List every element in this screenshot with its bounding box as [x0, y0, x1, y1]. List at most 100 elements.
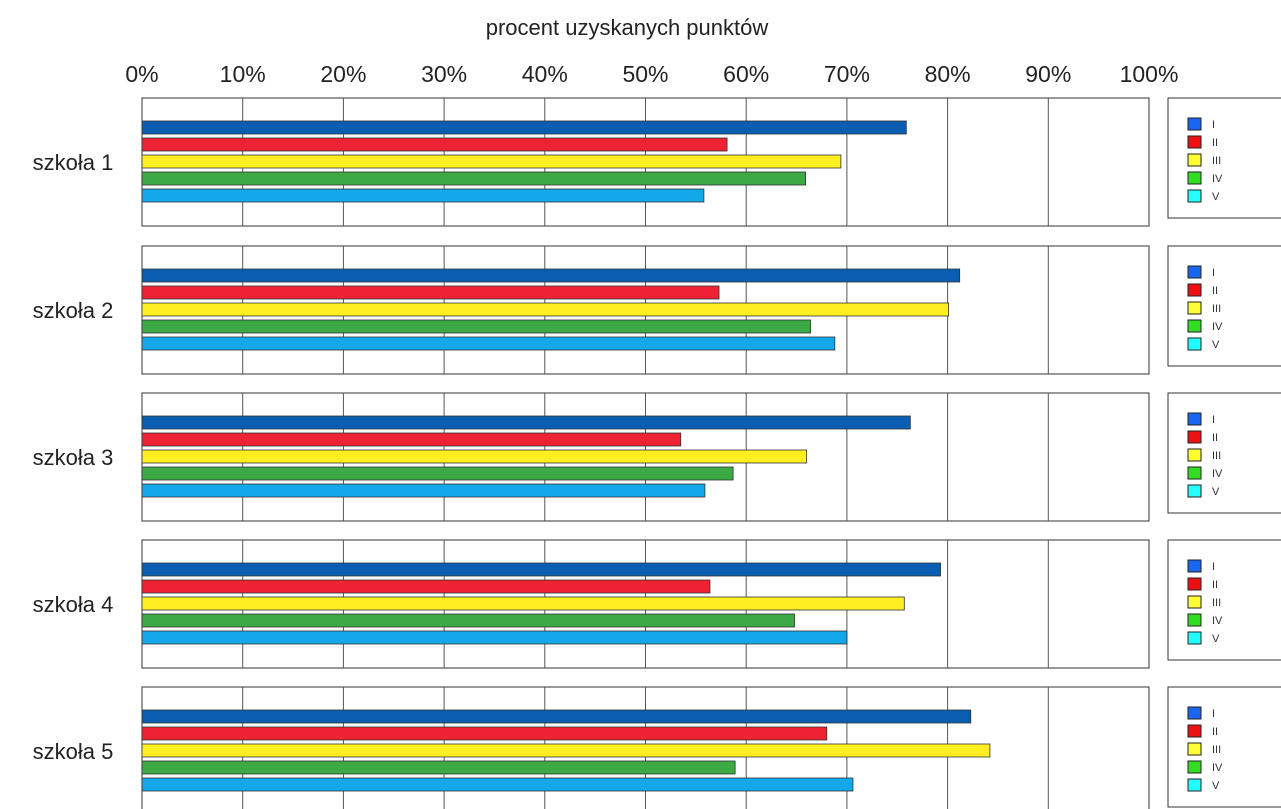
bar: [141, 171, 807, 186]
legend-frame: [1167, 392, 1281, 514]
bar: [141, 449, 808, 464]
bar: [141, 709, 972, 724]
category-label: szkoła 5: [33, 739, 114, 764]
legend-swatch: [1187, 337, 1202, 351]
legend-swatch: [1187, 301, 1202, 315]
legend-entry: I: [1212, 708, 1215, 720]
bar: [141, 188, 705, 203]
legend-swatch: [1187, 760, 1202, 774]
legend-entry: III: [1212, 303, 1221, 315]
x-tick-label: 0%: [125, 61, 158, 87]
legend-swatch: [1187, 466, 1202, 480]
category-label: szkoła 3: [33, 445, 114, 470]
legend-swatch: [1187, 283, 1202, 297]
legend-frame: [1167, 97, 1281, 219]
legend-frame: [1167, 539, 1281, 661]
legend-entry: II: [1212, 579, 1218, 591]
legend-entry: III: [1212, 597, 1221, 609]
legend-entry: IV: [1212, 321, 1223, 333]
legend-entry: I: [1212, 561, 1215, 573]
legend-swatch: [1187, 189, 1202, 203]
legend-entry: IV: [1212, 615, 1223, 627]
bar: [141, 630, 848, 645]
bar: [141, 137, 728, 152]
legend-entry: III: [1212, 744, 1221, 756]
bar: [141, 777, 854, 792]
legend-swatch: [1187, 171, 1202, 185]
legend-swatch: [1187, 613, 1202, 627]
legend-entry: II: [1212, 285, 1218, 297]
legend-entry: I: [1212, 414, 1215, 426]
bar: [141, 483, 706, 498]
legend-swatch: [1187, 724, 1202, 738]
legend-frame: [1167, 686, 1281, 808]
legend-entry: IV: [1212, 762, 1223, 774]
legend-swatch: [1187, 135, 1202, 149]
legend-frame: [1167, 245, 1281, 367]
x-tick-label: 50%: [622, 61, 668, 87]
legend-swatch: [1187, 595, 1202, 609]
legend-entry: V: [1212, 339, 1220, 351]
legend-entry: IV: [1212, 173, 1223, 185]
x-tick-label: 20%: [320, 61, 366, 87]
bar: [141, 760, 736, 775]
legend-swatch: [1187, 742, 1202, 756]
legend-swatch: [1187, 117, 1202, 131]
bar: [141, 562, 941, 577]
bar: [141, 726, 828, 741]
bar: [141, 596, 905, 611]
x-tick-label: 70%: [824, 61, 870, 87]
legend-swatch: [1187, 484, 1202, 498]
bar: [141, 120, 907, 135]
x-tick-label: 30%: [421, 61, 467, 87]
legend-swatch: [1187, 265, 1202, 279]
bar: [141, 302, 950, 317]
legend-entry: III: [1212, 450, 1221, 462]
legend-entry: I: [1212, 119, 1215, 131]
legend-entry: V: [1212, 191, 1220, 203]
legend-swatch: [1187, 153, 1202, 167]
legend-swatch: [1187, 448, 1202, 462]
x-axis-label: procent uzyskanych punktów: [486, 15, 769, 40]
bar: [141, 336, 836, 351]
category-label: szkoła 2: [33, 298, 114, 323]
x-tick-label: 80%: [925, 61, 971, 87]
legend-swatch: [1187, 577, 1202, 591]
legend-swatch: [1187, 631, 1202, 645]
legend-swatch: [1187, 706, 1202, 720]
bar: [141, 319, 812, 334]
category-label: szkoła 4: [33, 592, 114, 617]
legend-entry: I: [1212, 267, 1215, 279]
bar: [141, 268, 961, 283]
bar: [141, 613, 795, 628]
bar: [141, 285, 720, 300]
bar: [141, 579, 711, 594]
x-tick-label: 60%: [723, 61, 769, 87]
bar: [141, 432, 682, 447]
legend-entry: V: [1212, 633, 1220, 645]
x-tick-label: 40%: [522, 61, 568, 87]
bar: [141, 743, 991, 758]
bar: [141, 154, 842, 169]
legend-swatch: [1187, 412, 1202, 426]
legend-entry: II: [1212, 432, 1218, 444]
legend-swatch: [1187, 778, 1202, 792]
x-tick-label: 90%: [1025, 61, 1071, 87]
legend-swatch: [1187, 430, 1202, 444]
x-tick-label: 10%: [220, 61, 266, 87]
legend-swatch: [1187, 319, 1202, 333]
legend-entry: III: [1212, 155, 1221, 167]
category-label: szkoła 1: [33, 150, 114, 175]
legend-entry: IV: [1212, 468, 1223, 480]
legend-entry: II: [1212, 726, 1218, 738]
legend-swatch: [1187, 559, 1202, 573]
